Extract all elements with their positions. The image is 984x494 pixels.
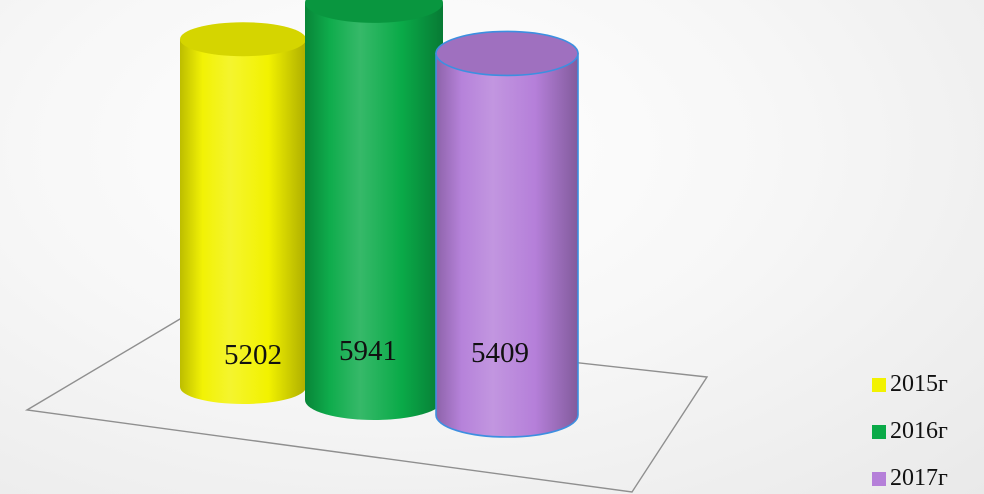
bar-body-2 xyxy=(435,52,579,438)
legend-item-2016: 2016г xyxy=(872,419,982,444)
legend-label-2016: 2016г xyxy=(890,418,948,444)
bar-2017 xyxy=(435,30,579,438)
bar-body-0 xyxy=(180,39,306,404)
legend-swatch-2016 xyxy=(872,424,886,439)
data-label-2: 5409 xyxy=(471,337,529,369)
data-label-1: 5941 xyxy=(339,335,397,367)
legend-swatch-2017 xyxy=(872,471,886,486)
chart-legend: 2015г 2016г 2017г xyxy=(872,372,982,494)
legend-item-2017: 2017г xyxy=(872,466,982,491)
bar-top-1 xyxy=(305,0,443,23)
legend-item-2015: 2015г xyxy=(872,372,982,397)
bar-body-1 xyxy=(305,2,443,421)
bars-layer: 5202 5941 5409 xyxy=(180,0,579,438)
legend-label-2015: 2015г xyxy=(890,371,948,397)
bar-2015 xyxy=(180,22,306,404)
bar-2016 xyxy=(305,0,443,421)
bar-top-2 xyxy=(435,30,579,77)
legend-swatch-2015 xyxy=(872,377,886,392)
bar-top-0 xyxy=(180,22,306,57)
legend-label-2017: 2017г xyxy=(890,465,948,491)
data-label-0: 5202 xyxy=(224,339,282,371)
